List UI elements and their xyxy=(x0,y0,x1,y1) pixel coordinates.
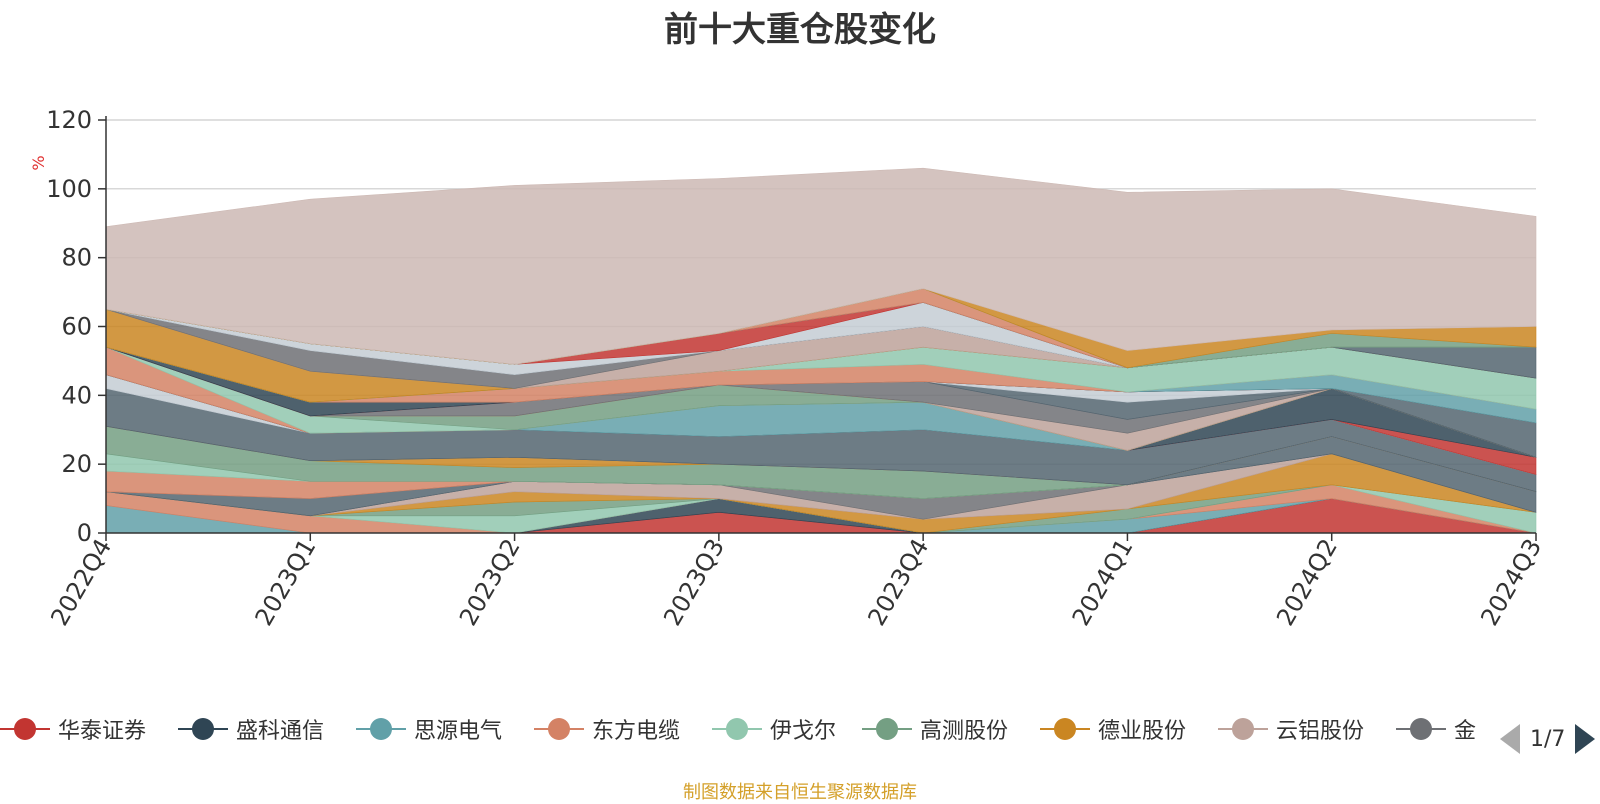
legend-marker-icon xyxy=(0,714,50,744)
legend-item[interactable]: 盛科通信 xyxy=(178,712,324,746)
legend-label: 伊戈尔 xyxy=(770,719,837,744)
x-tick-label: 2023Q2 xyxy=(454,534,526,630)
x-tick-label: 2023Q1 xyxy=(250,534,322,630)
stacked-area-chart: 0 20 40 60 80 100 120% 2022Q4 2023Q1 2023Q2 2023Q3… xyxy=(29,106,1547,630)
legend-item[interactable]: 伊戈尔 xyxy=(712,712,836,746)
legend-item[interactable]: 思源电气 xyxy=(356,712,502,746)
x-tick-label: 2024Q1 xyxy=(1067,534,1139,630)
y-tick-label: 40 xyxy=(61,381,92,409)
legend-marker-dot xyxy=(370,718,392,740)
legend-item[interactable]: 华泰证券 xyxy=(0,712,146,746)
legend: 华泰证券 盛科通信 思源电气 东方电缆 伊戈尔 高测股份 德业股份 云铝股份 金 xyxy=(0,712,1600,752)
legend-marker-icon xyxy=(534,714,584,744)
legend-label: 云铝股份 xyxy=(1276,719,1365,744)
legend-item[interactable]: 金 xyxy=(1396,712,1476,746)
legend-label: 华泰证券 xyxy=(58,719,147,744)
legend-marker-dot xyxy=(726,718,748,740)
legend-marker-icon xyxy=(178,714,228,744)
y-tick-label: 100 xyxy=(46,175,92,203)
legend-marker-dot xyxy=(1232,718,1254,740)
y-tick-label: 20 xyxy=(61,450,92,478)
source-note: 制图数据来自恒生聚源数据库 xyxy=(683,782,917,803)
legend-marker-icon xyxy=(862,714,912,744)
legend-marker-icon xyxy=(1396,714,1446,744)
legend-marker-dot xyxy=(1054,718,1076,740)
legend-next-page-icon[interactable] xyxy=(1575,724,1596,754)
legend-marker-dot xyxy=(876,718,898,740)
legend-item[interactable]: 云铝股份 xyxy=(1218,712,1364,746)
y-tick-label: 120 xyxy=(46,106,92,134)
legend-marker-icon xyxy=(1040,714,1090,744)
x-tick-label: 2022Q4 xyxy=(45,534,117,630)
y-tick-label: 0 xyxy=(77,519,92,547)
legend-marker-icon xyxy=(356,714,406,744)
chart-title: 前十大重仓股变化 xyxy=(664,10,936,50)
legend-label: 金 xyxy=(1454,719,1477,744)
y-tick-label: 80 xyxy=(61,244,92,272)
y-axis-unit-label: % xyxy=(29,155,48,170)
legend-label: 盛科通信 xyxy=(236,719,325,744)
legend-items: 华泰证券 盛科通信 思源电气 东方电缆 伊戈尔 高测股份 德业股份 云铝股份 金 xyxy=(0,712,1482,752)
x-tick-label: 2024Q3 xyxy=(1475,534,1547,630)
legend-marker-dot xyxy=(192,718,214,740)
legend-marker-icon xyxy=(712,714,762,744)
area-series-51 xyxy=(105,167,1537,365)
x-tick-label: 2024Q2 xyxy=(1271,534,1343,630)
legend-marker-dot xyxy=(14,718,36,740)
legend-label: 思源电气 xyxy=(414,719,503,744)
legend-prev-page-icon[interactable] xyxy=(1500,724,1520,754)
legend-label: 高测股份 xyxy=(920,719,1009,744)
legend-label: 德业股份 xyxy=(1098,719,1187,744)
legend-marker-dot xyxy=(548,718,570,740)
legend-marker-icon xyxy=(1218,714,1268,744)
legend-item[interactable]: 东方电缆 xyxy=(534,712,680,746)
y-tick-label: 60 xyxy=(61,313,92,341)
x-tick-label: 2023Q4 xyxy=(862,534,934,630)
legend-marker-dot xyxy=(1410,718,1432,740)
legend-item[interactable]: 高测股份 xyxy=(862,712,1008,746)
legend-page-indicator: 1/7 xyxy=(1530,726,1566,752)
legend-item[interactable]: 德业股份 xyxy=(1040,712,1186,746)
legend-pager: 1/7 xyxy=(1500,722,1596,756)
legend-label: 东方电缆 xyxy=(592,719,681,744)
x-tick-label: 2023Q3 xyxy=(658,534,730,630)
